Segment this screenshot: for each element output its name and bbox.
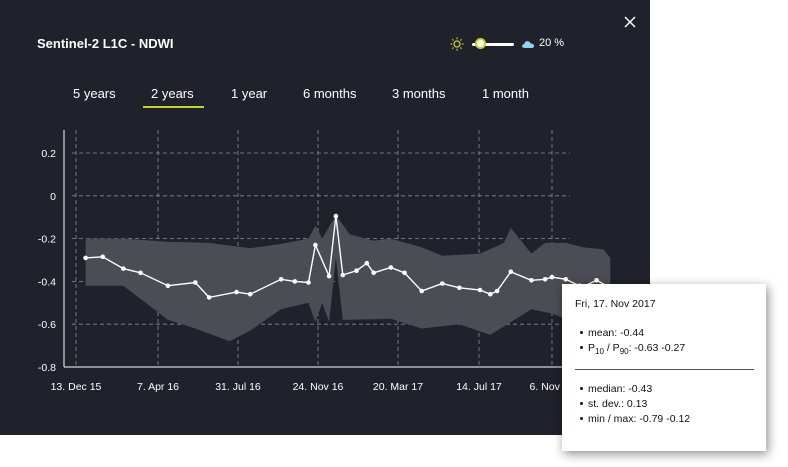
mean-point[interactable] — [402, 270, 407, 276]
y-tick-label: -0.4 — [38, 276, 56, 288]
mean-point[interactable] — [563, 277, 568, 282]
mean-point[interactable] — [477, 287, 483, 293]
active-tab-indicator — [143, 106, 204, 108]
mean-point[interactable] — [388, 265, 394, 270]
time-range-tabs: 5 years 2 years 1 year 6 months 3 months… — [0, 86, 650, 110]
x-tick-label: 14. Jul 17 — [456, 381, 502, 393]
ndwi-chart[interactable]: 0.2 0 -0.2 -0.4 -0.6 -0.8 13. Dec 15 7. Apr 16… — [0, 120, 650, 400]
mean-point[interactable] — [165, 283, 171, 289]
mean-point[interactable] — [234, 289, 239, 295]
mean-point[interactable] — [206, 295, 212, 300]
tab-5-years[interactable]: 5 years — [73, 86, 116, 101]
mean-point[interactable] — [326, 273, 332, 279]
mean-point[interactable] — [138, 270, 143, 276]
mean-point[interactable] — [292, 279, 298, 284]
mean-point[interactable] — [306, 280, 311, 285]
sun-icon — [450, 37, 464, 51]
tab-6-months[interactable]: 6 months — [303, 86, 357, 101]
mean-point[interactable] — [83, 255, 88, 261]
tooltip-percentiles: P10 / P90: -0.63 -0.27 — [580, 342, 685, 356]
mean-point[interactable] — [313, 242, 318, 248]
tab-2-years[interactable]: 2 years — [151, 86, 194, 101]
percentile-band — [85, 215, 611, 342]
mean-point[interactable] — [354, 268, 359, 274]
mean-point[interactable] — [364, 260, 370, 266]
mean-point[interactable] — [100, 254, 105, 260]
tab-3-months[interactable]: 3 months — [392, 86, 446, 101]
close-icon[interactable] — [620, 12, 640, 32]
mean-point[interactable] — [371, 270, 377, 276]
tooltip-median: median: -0.43 — [580, 383, 652, 395]
mean-point[interactable] — [121, 266, 126, 271]
tab-1-month[interactable]: 1 month — [482, 86, 529, 101]
tooltip-mean: mean: -0.44 — [580, 327, 644, 339]
mean-point[interactable] — [333, 213, 339, 219]
mean-points — [83, 213, 613, 300]
mean-point[interactable] — [419, 288, 425, 294]
tab-1-year[interactable]: 1 year — [231, 86, 268, 101]
mean-point[interactable] — [488, 291, 493, 297]
tooltip-divider — [575, 369, 754, 370]
y-tick-label: 0 — [50, 191, 56, 203]
x-tick-label: 13. Dec 15 — [51, 381, 102, 393]
x-tick-label: 31. Jul 16 — [215, 381, 261, 393]
cloud-coverage-slider[interactable] — [472, 43, 514, 46]
cloud-icon — [522, 41, 535, 48]
y-tick-label: -0.6 — [38, 319, 56, 331]
mean-point[interactable] — [594, 278, 599, 283]
mean-point[interactable] — [193, 280, 198, 285]
chart-axes — [63, 130, 600, 368]
x-tick-labels: 13. Dec 15 7. Apr 16 31. Jul 16 24. Nov 16 2… — [51, 381, 575, 393]
cloud-coverage-value: 20 % — [539, 37, 565, 49]
mean-point[interactable] — [278, 277, 284, 282]
mean-point[interactable] — [542, 277, 548, 282]
tooltip-minmax: min / max: -0.79 -0.12 — [580, 413, 690, 425]
mean-point[interactable] — [247, 291, 253, 297]
x-tick-label: 7. Apr 16 — [137, 381, 179, 393]
y-tick-label: -0.2 — [38, 234, 56, 246]
tooltip-stdev: st. dev.: 0.13 — [580, 398, 647, 410]
data-tooltip: Fri, 17. Nov 2017 mean: -0.44 P10 / P90:… — [562, 284, 766, 451]
y-tick-label: 0.2 — [41, 148, 56, 160]
x-tick-label: 24. Nov 16 — [293, 381, 344, 393]
mean-point[interactable] — [440, 281, 445, 286]
x-tick-label: 20. Mar 17 — [373, 381, 423, 393]
cloud-coverage-slider-handle[interactable] — [474, 38, 486, 49]
y-tick-labels: 0.2 0 -0.2 -0.4 -0.6 -0.8 — [38, 148, 56, 374]
mean-point[interactable] — [549, 274, 555, 280]
chart-panel: Sentinel-2 L1C - NDWI 20 % 5 years 2 yea… — [0, 0, 650, 435]
mean-point[interactable] — [340, 272, 346, 278]
mean-point[interactable] — [457, 285, 462, 291]
tooltip-date: Fri, 17. Nov 2017 — [575, 298, 656, 310]
y-tick-label: -0.8 — [38, 362, 56, 374]
mean-point[interactable] — [508, 269, 514, 275]
mean-point[interactable] — [529, 278, 534, 283]
mean-point[interactable] — [494, 288, 500, 294]
panel-title: Sentinel-2 L1C - NDWI — [37, 36, 174, 51]
